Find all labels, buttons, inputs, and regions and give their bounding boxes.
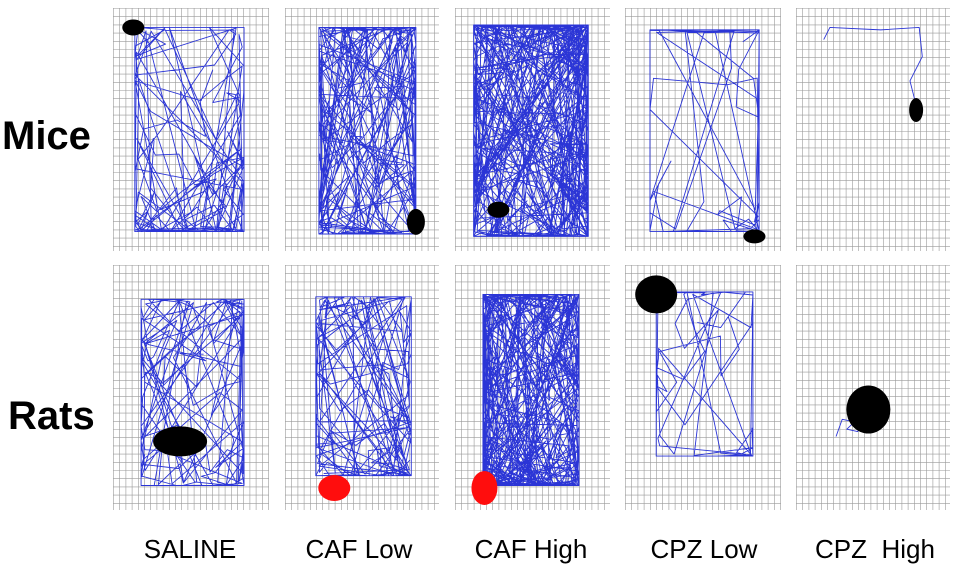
column-label-saline: SALINE (143, 534, 237, 564)
animal-position-marker (909, 98, 924, 123)
animal-position-marker (846, 385, 891, 434)
arena-grid (796, 8, 950, 251)
animal-position-marker (122, 19, 145, 36)
panel-mice-cpz-high (796, 8, 950, 251)
animal-position-marker (487, 201, 510, 218)
movement-path (823, 26, 923, 106)
column-label-caf-high: CAF High (474, 534, 588, 564)
panel-mice-saline (113, 8, 269, 251)
panel-rats-cpz-high (796, 265, 950, 510)
movement-path (655, 291, 754, 457)
animal-position-marker (318, 474, 351, 501)
animal-position-marker (153, 426, 208, 457)
trajectory-plot (625, 265, 781, 510)
panel-mice-cpz-low (625, 8, 781, 251)
panel-rats-cpz-low (625, 265, 781, 510)
animal-position-marker (743, 229, 766, 244)
column-label-cpz-high: CPZ High (815, 534, 935, 564)
animal-position-marker (471, 470, 498, 505)
trajectory-plot (455, 265, 610, 510)
trajectory-plot (455, 8, 610, 251)
panel-rats-caf-high (455, 265, 610, 510)
panel-rats-caf-low (285, 265, 439, 510)
trajectory-plot (285, 265, 439, 510)
animal-position-marker (635, 275, 678, 314)
row-label-rats: Rats (8, 394, 95, 438)
movement-path (318, 26, 417, 235)
movement-path (482, 293, 580, 486)
movement-path (315, 296, 412, 477)
trajectory-plot (796, 8, 950, 251)
panel-rats-saline (113, 265, 269, 510)
arena-grid (796, 265, 950, 510)
row-label-mice: Mice (2, 114, 91, 158)
movement-path (140, 298, 245, 486)
movement-path (473, 24, 589, 237)
trajectory-plot (796, 265, 950, 510)
trajectory-plot (113, 8, 269, 251)
panel-mice-caf-low (285, 8, 439, 251)
arena-grid (625, 8, 781, 251)
movement-path (134, 26, 245, 233)
trajectory-plot (285, 8, 439, 251)
animal-position-marker (406, 208, 425, 235)
trajectory-plot (625, 8, 781, 251)
column-label-caf-low: CAF Low (305, 534, 413, 564)
panel-mice-caf-high (455, 8, 610, 251)
column-label-cpz-low: CPZ Low (650, 534, 758, 564)
trajectory-plot (113, 265, 269, 510)
movement-path (649, 29, 760, 233)
